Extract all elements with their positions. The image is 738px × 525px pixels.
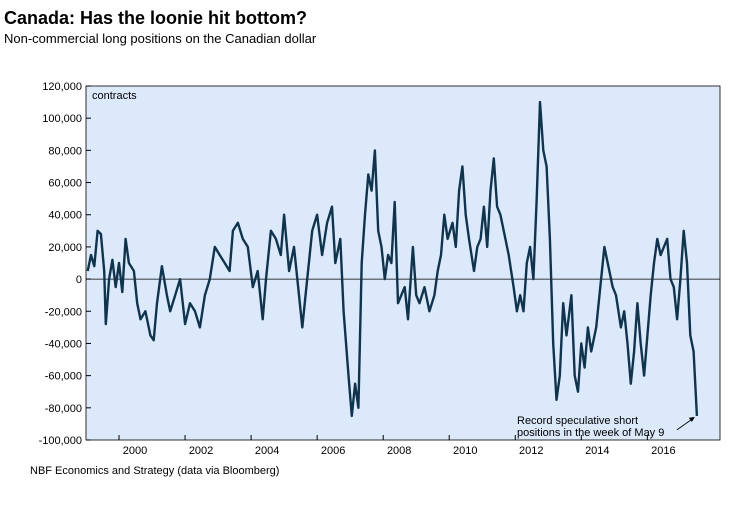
y-tick-label: 0	[76, 274, 82, 286]
y-tick-label: 100,000	[42, 113, 82, 125]
arrow-head	[688, 416, 695, 422]
y-tick-label: -60,000	[45, 371, 82, 383]
x-tick-label: 2010	[453, 445, 477, 457]
annotation: positions in the week of May 9	[517, 427, 664, 439]
y-tick-label: -20,000	[45, 306, 82, 318]
x-tick-label: 2000	[123, 445, 147, 457]
plot-area	[85, 85, 721, 441]
x-tick-label: 2008	[387, 445, 411, 457]
chart-title: Canada: Has the loonie hit bottom?	[4, 8, 307, 28]
y-tick-label: -40,000	[45, 338, 82, 350]
y-unit: contracts	[92, 90, 137, 102]
x-tick-label: 2016	[651, 445, 675, 457]
x-tick-label: 2006	[321, 445, 345, 457]
y-tick-label: 80,000	[48, 145, 82, 157]
y-tick-label: 40,000	[48, 210, 82, 222]
y-tick-label: 20,000	[48, 242, 82, 254]
annotation: Record speculative short	[517, 415, 638, 427]
y-tick-label: 60,000	[48, 178, 82, 190]
x-tick-label: 2002	[189, 445, 213, 457]
y-tick-label: -80,000	[45, 403, 82, 415]
x-tick-label: 2014	[585, 445, 609, 457]
x-tick-label: 2004	[255, 445, 279, 457]
chart-subtitle: Non-commercial long positions on the Can…	[4, 31, 317, 46]
x-tick-label: 2012	[519, 445, 543, 457]
y-tick-label: -100,000	[39, 435, 82, 447]
y-tick-label: 120,000	[42, 81, 82, 93]
source: NBF Economics and Strategy (data via Blo…	[30, 465, 279, 477]
series-line	[86, 100, 699, 418]
